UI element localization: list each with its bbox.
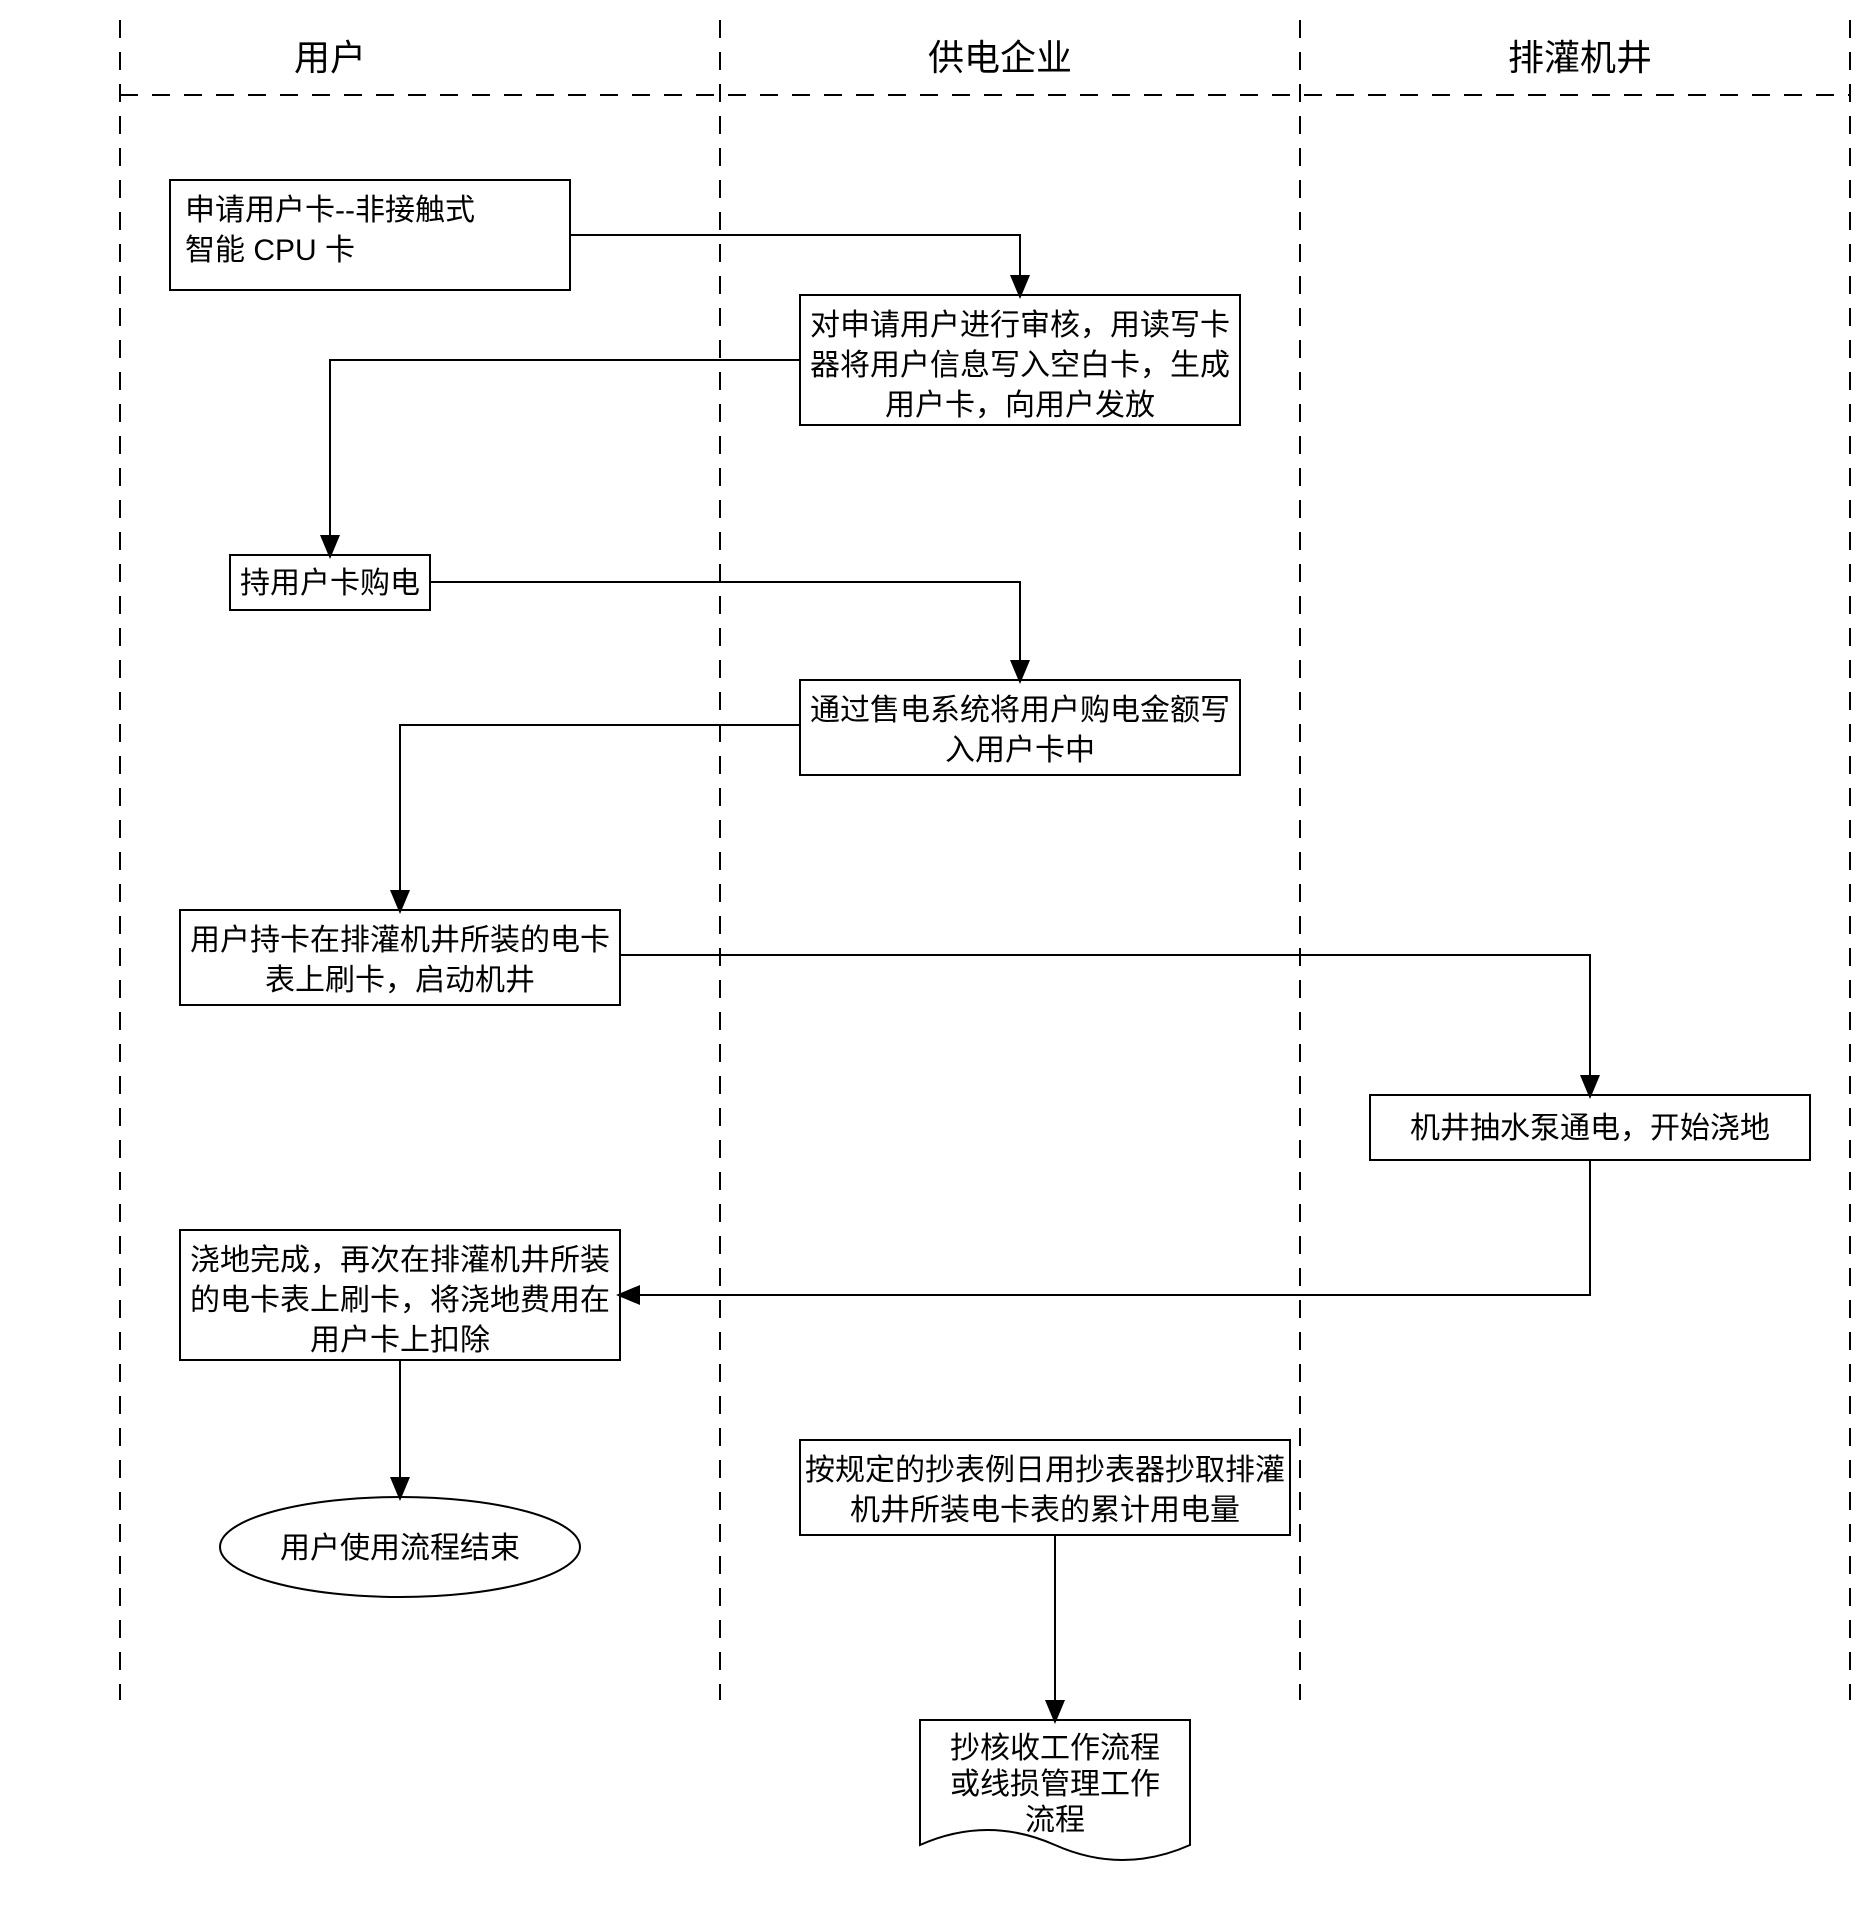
flowchart-canvas: 用户 供电企业 排灌机井申请用户卡--非接触式智能 CPU 卡对申请用户进行审核，用… xyxy=(0,0,1875,1930)
node-n3-line-0: 持用户卡购电 xyxy=(240,567,420,600)
node-n4-line-1: 入用户卡中 xyxy=(945,734,1095,767)
edge-n6-n7 xyxy=(620,1160,1590,1295)
edge-n3-n4 xyxy=(430,582,1020,680)
node-n9-line-0: 按规定的抄表例日用抄表器抄取排灌 xyxy=(805,1454,1285,1487)
node-n9: 按规定的抄表例日用抄表器抄取排灌机井所装电卡表的累计用电量 xyxy=(800,1440,1290,1535)
node-n1-line-0: 申请用户卡--非接触式 xyxy=(185,194,475,227)
node-n3: 持用户卡购电 xyxy=(230,555,430,610)
node-n6-line-0: 机井抽水泵通电，开始浇地 xyxy=(1410,1112,1770,1145)
node-n4-line-0: 通过售电系统将用户购电金额写 xyxy=(810,694,1230,727)
node-n1: 申请用户卡--非接触式智能 CPU 卡 xyxy=(170,180,570,290)
node-n7-line-2: 用户卡上扣除 xyxy=(310,1324,490,1357)
node-n8: 用户使用流程结束 xyxy=(220,1497,580,1597)
node-n2-line-1: 器将用户信息写入空白卡，生成 xyxy=(810,349,1230,382)
edge-n5-n6 xyxy=(620,955,1590,1095)
node-n4: 通过售电系统将用户购电金额写入用户卡中 xyxy=(800,680,1240,775)
node-n8-line-0: 用户使用流程结束 xyxy=(280,1532,520,1565)
node-n10: 抄核收工作流程或线损管理工作流程 xyxy=(920,1720,1190,1860)
node-n2: 对申请用户进行审核，用读写卡器将用户信息写入空白卡，生成用户卡，向用户发放 xyxy=(800,295,1240,425)
node-n10-line-0: 抄核收工作流程 xyxy=(950,1732,1160,1765)
node-n7-line-1: 的电卡表上刷卡，将浇地费用在 xyxy=(190,1284,610,1317)
node-n5-line-0: 用户持卡在排灌机井所装的电卡 xyxy=(190,924,610,957)
lane-header-1: 供电企业 xyxy=(928,37,1072,78)
node-n7: 浇地完成，再次在排灌机井所装的电卡表上刷卡，将浇地费用在用户卡上扣除 xyxy=(180,1230,620,1360)
edge-n4-n5 xyxy=(400,725,800,910)
node-n10-line-1: 或线损管理工作 xyxy=(950,1768,1160,1801)
node-n5-line-1: 表上刷卡，启动机井 xyxy=(265,964,535,997)
node-n6: 机井抽水泵通电，开始浇地 xyxy=(1370,1095,1810,1160)
edge-n1-n2 xyxy=(570,235,1020,295)
node-n2-line-2: 用户卡，向用户发放 xyxy=(885,389,1155,422)
node-n10-line-2: 流程 xyxy=(1025,1804,1085,1837)
node-n1-line-1: 智能 CPU 卡 xyxy=(185,234,355,267)
edge-n2-n3 xyxy=(330,360,800,555)
node-n5: 用户持卡在排灌机井所装的电卡表上刷卡，启动机井 xyxy=(180,910,620,1005)
lane-header-0: 用户 xyxy=(294,37,366,78)
lane-header-2: 排灌机井 xyxy=(1508,37,1652,78)
node-n2-line-0: 对申请用户进行审核，用读写卡 xyxy=(810,309,1230,342)
node-n7-line-0: 浇地完成，再次在排灌机井所装 xyxy=(190,1244,610,1277)
node-n9-line-1: 机井所装电卡表的累计用电量 xyxy=(850,1494,1240,1527)
